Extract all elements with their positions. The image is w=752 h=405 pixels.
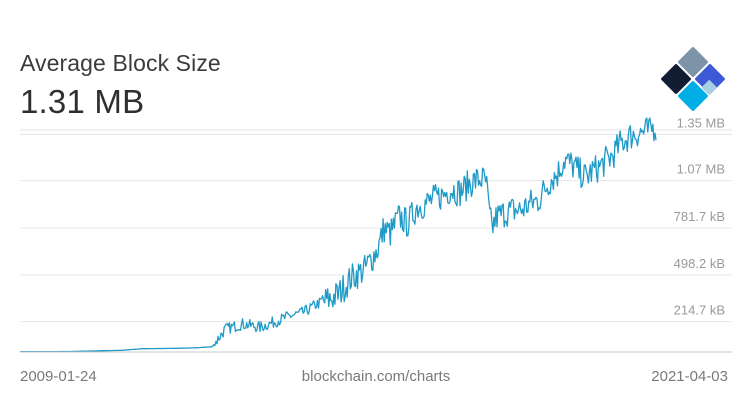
blockchain-logo-icon: [661, 47, 725, 111]
logo-tile-bottom: [678, 81, 708, 111]
chart-title: Average Block Size: [20, 50, 221, 76]
logo-tile-left: [661, 64, 691, 94]
y-tick-label-2: 781.7 kB: [674, 209, 725, 224]
logo-tile-accent: [701, 80, 717, 95]
y-tick-label-1: 498.2 kB: [674, 256, 725, 271]
y-tick-labels: 214.7 kB 498.2 kB 781.7 kB 1.07 MB 1.35 MB: [674, 116, 725, 318]
y-tick-label-3: 1.07 MB: [677, 162, 725, 177]
source-link[interactable]: blockchain.com/charts: [301, 368, 451, 385]
x-axis-start-date: 2009-01-24: [20, 368, 97, 385]
y-tick-label-4: 1.35 MB: [677, 116, 725, 131]
series-line-average-block-size: [19, 117, 657, 353]
logo-tile-top: [678, 47, 708, 77]
current-value: 1.31 MB: [20, 83, 145, 120]
grid-lines: [20, 129, 732, 323]
x-axis-end-date: 2021-04-03: [651, 368, 728, 385]
y-tick-label-0: 214.7 kB: [674, 303, 725, 318]
